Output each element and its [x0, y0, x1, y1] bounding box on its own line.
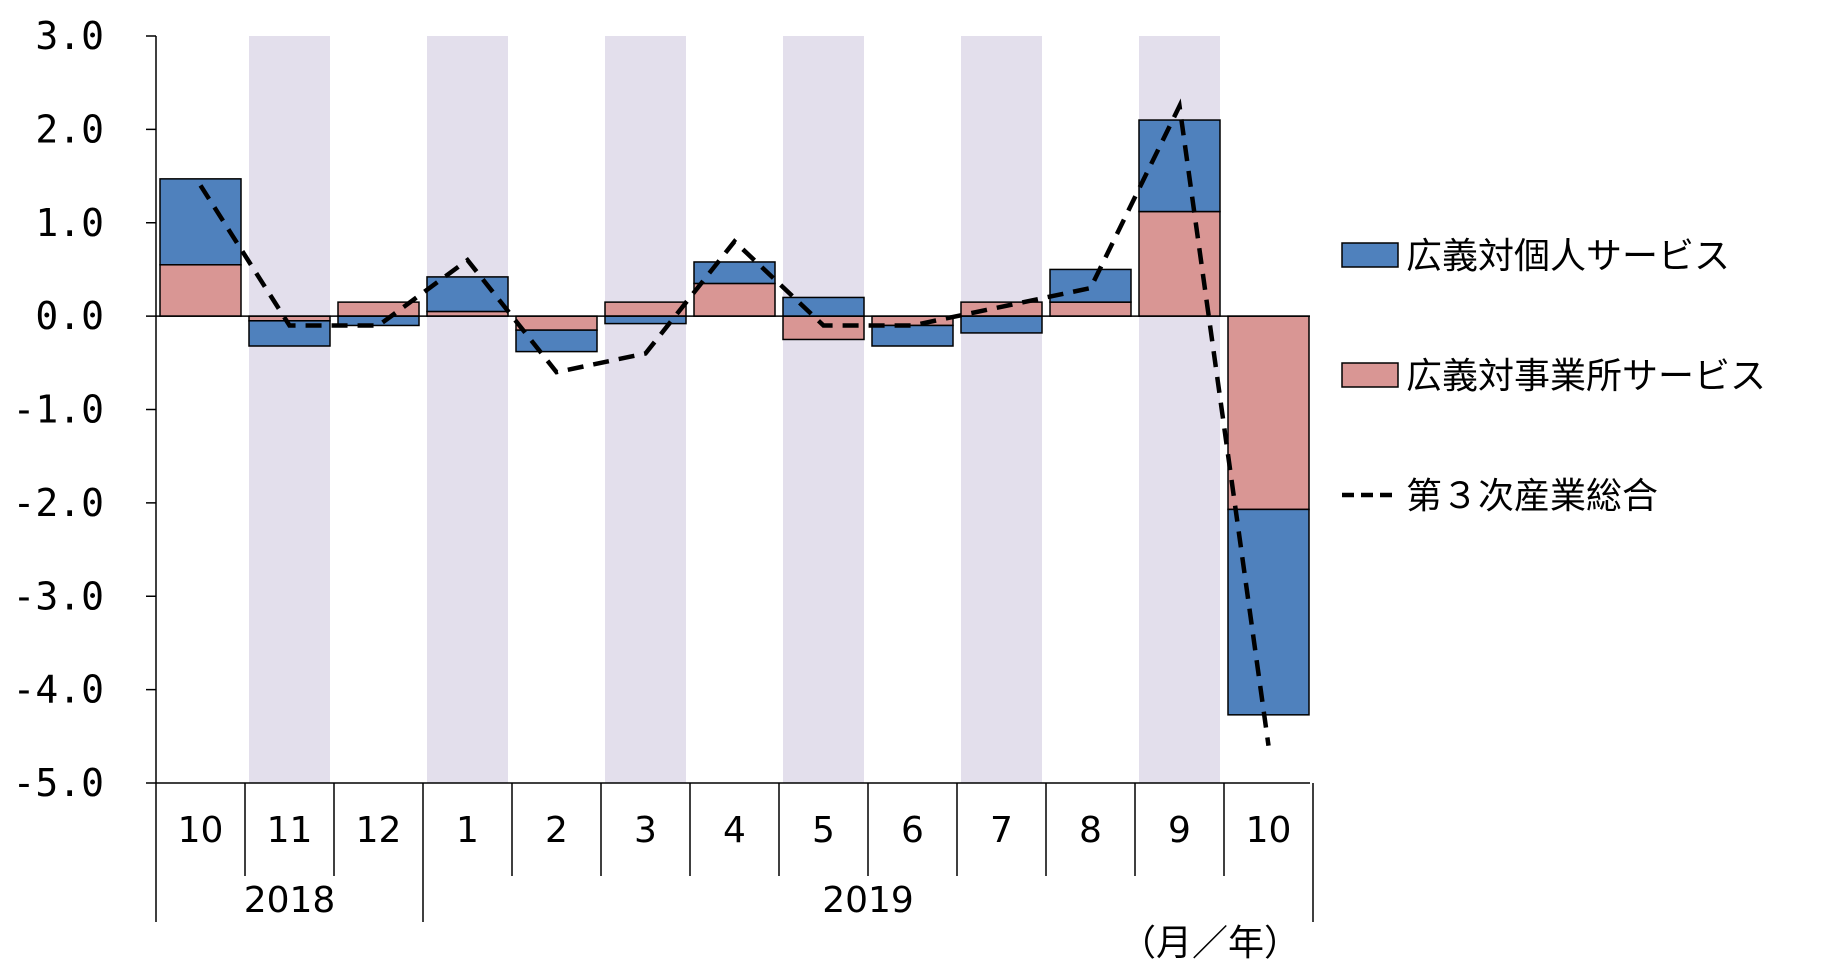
x-tick-label: 4 — [723, 810, 746, 851]
axis-layer: 3.02.01.00.0-1.0-2.0-3.0-4.0-5.010 11 12 1 2… — [12, 14, 1314, 922]
year-label: 2019 — [822, 880, 914, 921]
shaded-band — [427, 36, 508, 783]
bar-segment — [159, 178, 242, 266]
legend-label: 広義対個人サービス — [1406, 236, 1730, 277]
y-tick-label: -1.0 — [12, 388, 104, 432]
y-tick-label: -3.0 — [12, 574, 104, 618]
bar-segment — [515, 315, 598, 331]
bar-segment — [871, 324, 954, 347]
y-tick-label: -5.0 — [12, 761, 104, 805]
x-tick-label: 6 — [901, 810, 924, 851]
x-tick-label: 12 — [356, 810, 402, 851]
legend-swatch — [1341, 242, 1399, 268]
shaded-band-layer — [249, 36, 1220, 783]
bar-segment — [337, 315, 420, 327]
x-unit-label: （月／年） — [1120, 923, 1300, 964]
bar-segment — [782, 296, 865, 317]
bar-segment — [1227, 315, 1310, 511]
x-tick-label: 7 — [990, 810, 1013, 851]
bar-segment — [693, 282, 776, 317]
x-tick-label: 9 — [1168, 810, 1191, 851]
bar-segment — [426, 276, 509, 313]
shaded-band — [249, 36, 330, 783]
bar-segment — [604, 301, 687, 317]
y-tick-label: 2.0 — [35, 107, 104, 151]
x-tick-label: 3 — [634, 810, 657, 851]
shaded-band — [605, 36, 686, 783]
year-label: 2018 — [244, 880, 336, 921]
y-tick-label: 3.0 — [35, 14, 104, 58]
bar-segment — [1049, 301, 1132, 317]
x-tick-label: 1 — [456, 810, 479, 851]
bar-layer — [159, 119, 1310, 716]
legend-label: 広義対事業所サービス — [1406, 356, 1766, 397]
x-tick-label: 2 — [545, 810, 568, 851]
bar-segment — [782, 315, 865, 341]
bar-segment — [1138, 119, 1221, 213]
y-tick-label: 0.0 — [35, 294, 104, 338]
x-tick-label: 10 — [1246, 810, 1292, 851]
x-tick-label: 11 — [267, 810, 313, 851]
line-layer — [198, 98, 1271, 746]
bar-segment — [1138, 210, 1221, 317]
bar-segment — [1049, 268, 1132, 303]
x-tick-label: 8 — [1079, 810, 1102, 851]
bar-segment — [960, 315, 1043, 334]
legend-swatch — [1341, 362, 1399, 388]
shaded-band — [783, 36, 864, 783]
bar-segment — [159, 264, 242, 317]
y-tick-label: -4.0 — [12, 668, 104, 712]
bar-segment — [515, 329, 598, 353]
series-line-total — [198, 98, 1271, 746]
y-tick-label: -2.0 — [12, 481, 104, 525]
legend-label: 第３次産業総合 — [1406, 476, 1658, 517]
y-tick-label: 1.0 — [35, 201, 104, 245]
bar-segment — [604, 315, 687, 325]
shaded-band — [961, 36, 1042, 783]
x-tick-label: 5 — [812, 810, 835, 851]
x-tick-label: 10 — [178, 810, 224, 851]
bar-segment — [693, 261, 776, 285]
